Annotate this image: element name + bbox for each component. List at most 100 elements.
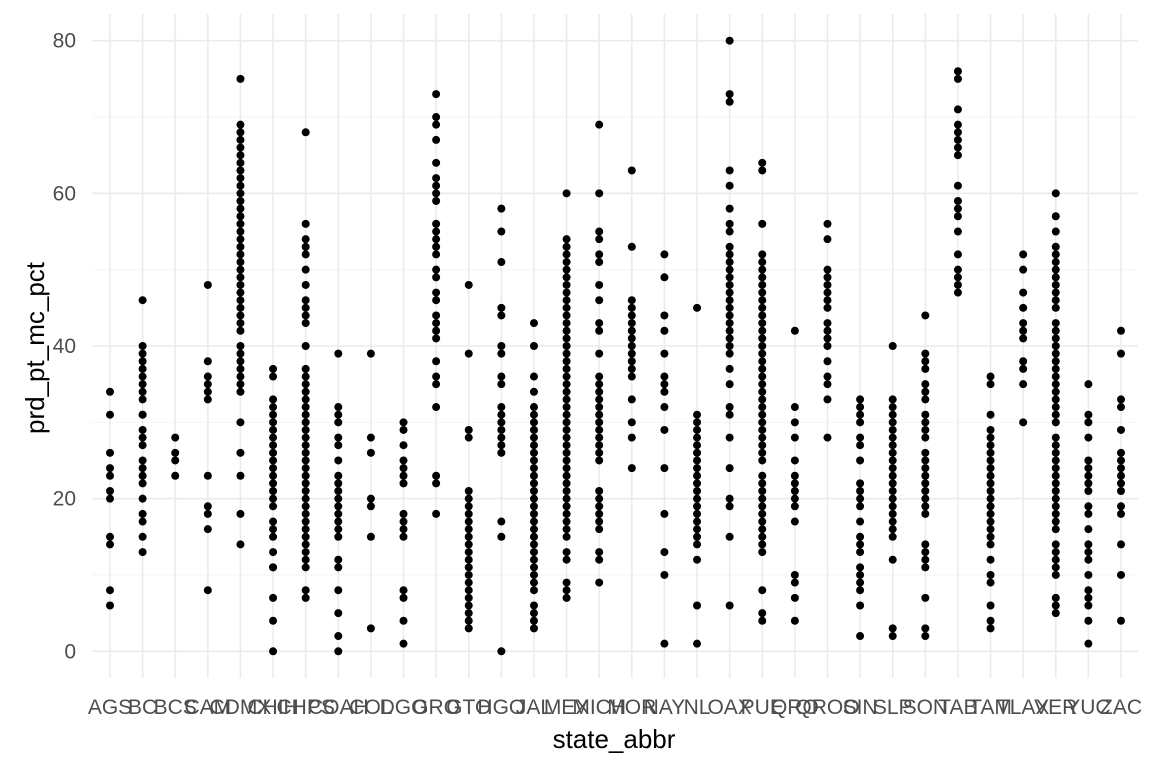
x-tick-label: TLAX bbox=[997, 696, 1050, 719]
data-point bbox=[1084, 548, 1093, 557]
data-point bbox=[758, 448, 767, 457]
data-point bbox=[856, 586, 865, 595]
data-point bbox=[236, 342, 245, 350]
data-point bbox=[529, 555, 538, 564]
data-point bbox=[823, 280, 832, 289]
data-point bbox=[334, 525, 343, 534]
data-point bbox=[269, 548, 278, 557]
data-point bbox=[888, 425, 897, 434]
data-point bbox=[921, 563, 930, 572]
data-point bbox=[758, 265, 767, 274]
data-point bbox=[595, 433, 604, 442]
data-point bbox=[464, 570, 473, 579]
data-point bbox=[301, 303, 310, 312]
data-point bbox=[1051, 265, 1060, 274]
data-point bbox=[269, 425, 278, 434]
data-point bbox=[464, 280, 473, 289]
data-point bbox=[725, 36, 734, 45]
data-point bbox=[660, 380, 669, 389]
data-point bbox=[986, 441, 995, 450]
data-point bbox=[529, 609, 538, 618]
data-point bbox=[986, 471, 995, 480]
data-point bbox=[921, 311, 930, 320]
x-tick-label: QROO bbox=[795, 696, 859, 719]
data-point bbox=[986, 509, 995, 518]
data-point bbox=[823, 235, 832, 244]
data-point bbox=[464, 532, 473, 541]
data-point bbox=[1084, 593, 1093, 602]
data-point bbox=[986, 555, 995, 564]
data-point bbox=[953, 280, 962, 289]
data-point bbox=[562, 242, 571, 251]
data-point bbox=[725, 410, 734, 419]
data-point bbox=[399, 509, 408, 518]
data-point bbox=[921, 456, 930, 465]
data-point bbox=[334, 555, 343, 564]
data-point bbox=[236, 204, 245, 213]
x-tick-label: MEX bbox=[544, 696, 590, 719]
data-point bbox=[399, 479, 408, 488]
x-tick-label: CAM bbox=[185, 696, 232, 719]
data-point bbox=[1051, 372, 1060, 381]
data-point bbox=[986, 540, 995, 549]
data-point bbox=[236, 387, 245, 396]
data-point bbox=[562, 532, 571, 541]
data-point bbox=[236, 372, 245, 381]
data-point bbox=[432, 357, 441, 366]
data-point bbox=[399, 586, 408, 595]
data-point bbox=[660, 570, 669, 579]
data-point bbox=[1051, 517, 1060, 526]
data-point bbox=[921, 433, 930, 442]
data-point bbox=[823, 433, 832, 442]
data-point bbox=[399, 464, 408, 473]
data-point bbox=[432, 250, 441, 259]
data-point bbox=[562, 250, 571, 259]
data-point bbox=[758, 342, 767, 350]
data-point bbox=[269, 525, 278, 534]
data-point bbox=[660, 326, 669, 335]
data-point bbox=[497, 441, 506, 450]
data-point bbox=[432, 273, 441, 282]
x-axis-title: state_abbr bbox=[553, 724, 676, 754]
data-point bbox=[693, 502, 702, 511]
data-point bbox=[921, 632, 930, 641]
data-point bbox=[269, 395, 278, 404]
data-point bbox=[758, 273, 767, 282]
data-point bbox=[595, 395, 604, 404]
data-point bbox=[693, 471, 702, 480]
data-point bbox=[301, 319, 310, 328]
data-point bbox=[595, 227, 604, 236]
data-point bbox=[758, 258, 767, 267]
data-point bbox=[236, 135, 245, 144]
data-point bbox=[171, 456, 180, 465]
data-point bbox=[236, 288, 245, 297]
data-point bbox=[529, 502, 538, 511]
data-point bbox=[464, 601, 473, 610]
data-point bbox=[1051, 456, 1060, 465]
data-point bbox=[1117, 395, 1125, 404]
data-point bbox=[856, 502, 865, 511]
data-point bbox=[725, 258, 734, 267]
data-point bbox=[953, 67, 962, 76]
data-point bbox=[856, 532, 865, 541]
data-point bbox=[790, 494, 799, 503]
data-point bbox=[236, 219, 245, 228]
data-point bbox=[953, 250, 962, 259]
data-point bbox=[725, 601, 734, 610]
data-point bbox=[334, 471, 343, 480]
data-point bbox=[856, 632, 865, 641]
data-point bbox=[888, 624, 897, 633]
data-point bbox=[562, 380, 571, 389]
data-point bbox=[203, 586, 212, 595]
data-point bbox=[497, 258, 506, 267]
data-point bbox=[334, 502, 343, 511]
data-point bbox=[236, 326, 245, 335]
data-point bbox=[334, 609, 343, 618]
data-point bbox=[595, 487, 604, 496]
data-point bbox=[693, 540, 702, 549]
data-point bbox=[236, 235, 245, 244]
data-point bbox=[138, 380, 147, 389]
data-point bbox=[1051, 540, 1060, 549]
data-point bbox=[562, 418, 571, 427]
data-point bbox=[562, 349, 571, 358]
